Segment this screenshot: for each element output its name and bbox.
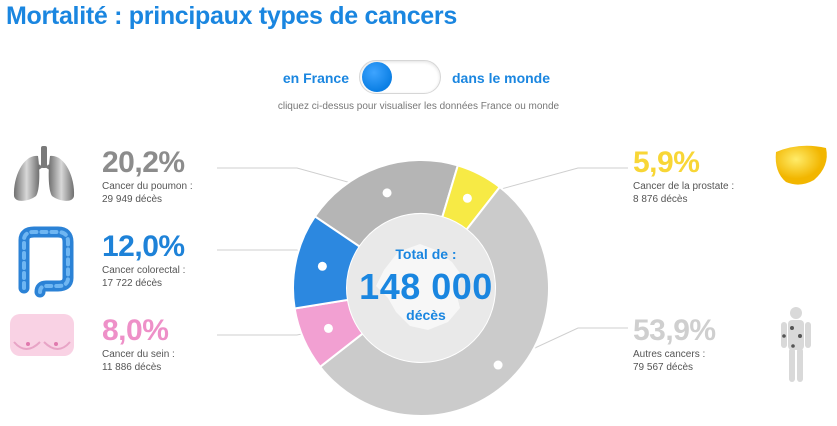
stat-poumon: 20,2% Cancer du poumon : 29 949 décès (102, 148, 193, 206)
stat-colorectal-label: Cancer colorectal : (102, 265, 186, 276)
slice-dots (317, 188, 503, 370)
connector-line-1 (467, 167, 628, 199)
slice-dot-0 (382, 188, 392, 198)
stat-autres-label: Autres cancers : (633, 349, 706, 360)
stat-prostate-pct: 5,9% (633, 146, 700, 179)
toggle-knob[interactable] (362, 62, 392, 92)
donut-slices (292, 159, 550, 417)
stat-sein: 8,0% Cancer du sein : 11 886 décès (102, 316, 175, 374)
stat-poumon-deaths: 29 949 décès (102, 194, 163, 205)
lungs-icon (13, 146, 75, 201)
stat-autres-pct: 53,9% (633, 314, 716, 347)
stat-colorectal-deaths: 17 722 décès (102, 278, 163, 289)
total-unit: décès (406, 307, 446, 323)
stat-sein-label: Cancer du sein : (102, 349, 175, 360)
stat-prostate-deaths: 8 876 décès (633, 194, 688, 205)
slice-dot-1 (462, 193, 472, 203)
stat-sein-deaths: 11 886 décès (102, 362, 162, 373)
stat-autres: 53,9% Autres cancers : 79 567 décès (633, 316, 716, 374)
france-world-toggle-row: en France dans le monde (0, 60, 837, 96)
stat-sein-pct: 8,0% (102, 314, 169, 347)
page-title: Mortalité : principaux types de cancers (6, 2, 457, 30)
france-world-toggle[interactable] (359, 60, 441, 94)
stat-autres-deaths: 79 567 décès (633, 362, 694, 373)
stat-poumon-label: Cancer du poumon : (102, 181, 193, 192)
toggle-hint: cliquez ci-dessus pour visualiser les do… (277, 101, 560, 112)
slice-dot-3 (323, 323, 333, 333)
stat-prostate: 5,9% Cancer de la prostate : 8 876 décès (633, 148, 734, 206)
toggle-label-france[interactable]: en France (282, 70, 349, 86)
stat-colorectal: 12,0% Cancer colorectal : 17 722 décès (102, 232, 185, 290)
colon-icon (18, 226, 74, 298)
stat-poumon-pct: 20,2% (102, 146, 185, 179)
total-title: Total de : (395, 246, 457, 262)
toggle-label-world[interactable]: dans le monde (452, 70, 551, 86)
slice-dot-4 (317, 261, 327, 271)
prostate-icon (775, 145, 827, 185)
breast-icon (10, 314, 74, 356)
stat-prostate-label: Cancer de la prostate : (633, 181, 735, 192)
total-value: 148 000 (359, 266, 493, 307)
slice-dot-2 (493, 360, 503, 370)
france-map-shape (376, 244, 462, 330)
body-icon (781, 307, 811, 382)
stat-colorectal-pct: 12,0% (102, 230, 185, 263)
